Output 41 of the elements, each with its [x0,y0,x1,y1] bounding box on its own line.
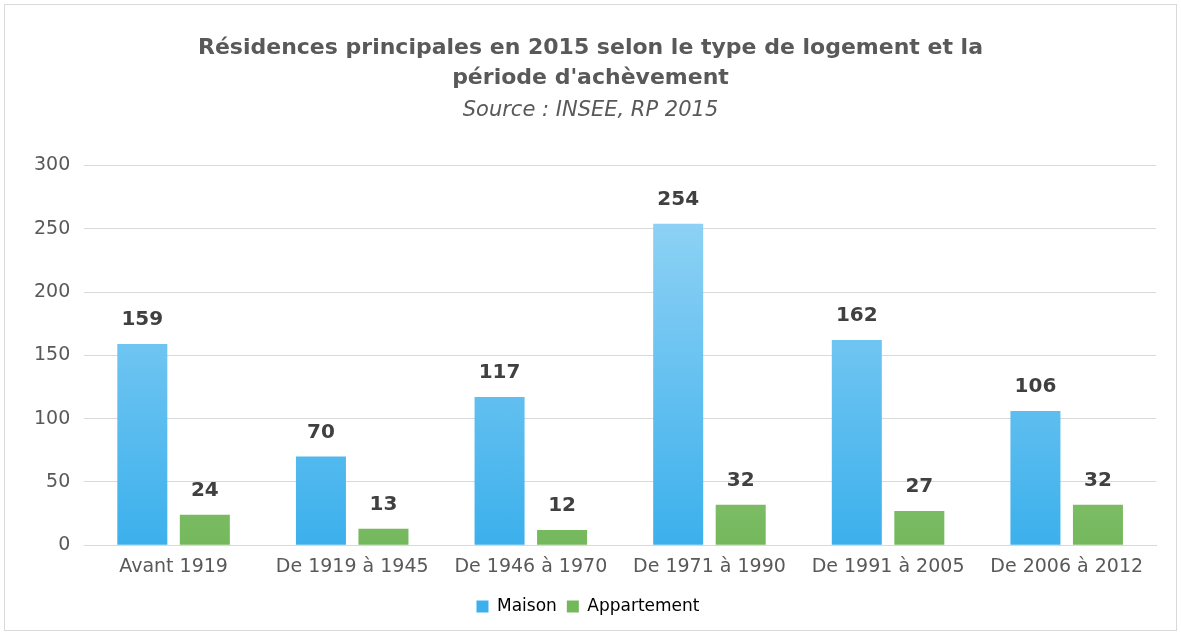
data-label: 13 [369,490,398,515]
bar [894,511,945,545]
y-tick-label: 150 [34,342,71,365]
data-label: 27 [905,473,934,498]
data-label: 32 [1084,466,1112,491]
bar [117,343,168,545]
x-tick-label: De 1991 à 2005 [811,553,965,576]
bar [831,340,882,545]
bar [537,530,588,545]
legend-label: Maison [496,594,557,615]
data-label: 12 [548,492,576,517]
bar [295,456,346,545]
y-tick-label: 100 [34,405,71,428]
y-tick-label: 50 [46,468,71,491]
y-tick-label: 0 [58,532,71,555]
data-label: 159 [121,306,164,331]
data-label: 254 [657,185,700,210]
chart-subtitle: Source : INSEE, RP 2015 [461,96,720,123]
x-tick-label: De 2006 à 2012 [990,553,1144,576]
x-tick-label: Avant 1919 [119,553,228,576]
y-tick-label: 250 [34,215,71,238]
data-label: 70 [307,418,335,443]
bar [1010,411,1061,545]
y-tick-label: 200 [34,278,71,301]
legend-label: Appartement [587,594,700,615]
bar [1072,504,1123,545]
data-label: 24 [190,477,219,502]
bar [474,397,525,545]
x-tick-label: De 1971 à 1990 [633,553,786,576]
data-label: 32 [726,466,755,491]
chart-title: Résidences principales en 2015 selon le type de logement et la période d'achèvement [197,33,984,91]
bar [179,514,230,545]
data-label: 117 [478,359,521,384]
bar [653,223,704,545]
bar [715,504,766,545]
bar [358,528,409,545]
y-tick-label: 300 [34,152,71,175]
x-tick-label: De 1946 à 1970 [454,553,608,576]
data-label: 162 [835,302,878,327]
x-tick-label: De 1919 à 1945 [275,553,429,576]
data-label: 106 [1014,373,1057,398]
